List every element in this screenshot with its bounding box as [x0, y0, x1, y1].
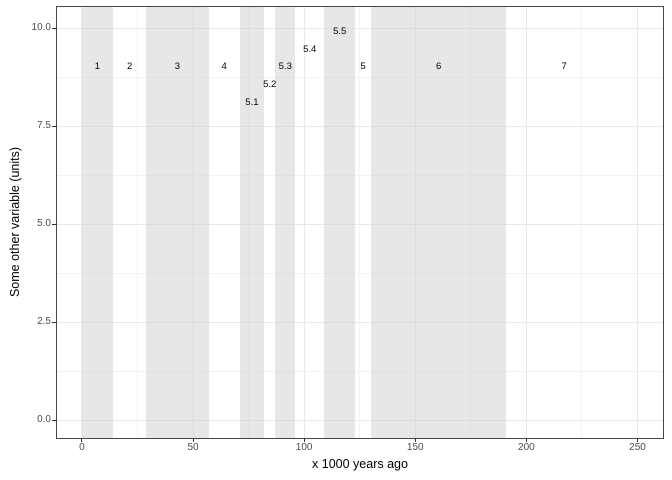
x-tick-label: 150 — [406, 442, 424, 453]
x-tick-mark — [303, 438, 305, 442]
x-major-gridline — [637, 7, 639, 438]
mis-band-6 — [370, 7, 507, 438]
x-major-gridline — [525, 7, 527, 438]
y-minor-gridline — [57, 370, 663, 372]
y-major-gridline — [57, 419, 663, 421]
mis-band-5.1 — [239, 7, 265, 438]
mis-band-5.5 — [324, 7, 356, 438]
y-tick-label: 10.0 — [31, 22, 51, 34]
x-tick-mark — [525, 438, 527, 442]
y-minor-gridline — [57, 76, 663, 78]
mis-band-3 — [146, 7, 209, 438]
x-tick-label: 50 — [187, 442, 199, 453]
y-tick-mark — [52, 27, 56, 29]
x-tick-mark — [637, 438, 639, 442]
stage-label-3: 3 — [174, 61, 181, 73]
y-tick-mark — [52, 321, 56, 323]
x-tick-mark — [81, 438, 83, 442]
y-minor-gridline — [57, 174, 663, 176]
y-axis-title: Some other variable (units) — [8, 146, 22, 298]
stage-label-5.3: 5.3 — [278, 61, 292, 73]
y-tick-label: 7.5 — [37, 120, 51, 132]
stage-label-5.1: 5.1 — [245, 96, 259, 108]
y-tick-label: 5.0 — [37, 218, 51, 230]
x-axis-title: x 1000 years ago — [312, 457, 408, 471]
y-major-gridline — [57, 223, 663, 225]
stage-label-1: 1 — [94, 61, 101, 73]
x-major-gridline — [303, 7, 305, 438]
stage-label-5.4: 5.4 — [303, 43, 317, 55]
x-tick-mark — [192, 438, 194, 442]
x-minor-gridline — [136, 7, 138, 438]
stage-label-5: 5 — [360, 61, 366, 73]
y-tick-label: 0.0 — [37, 414, 51, 425]
y-tick-mark — [52, 223, 56, 225]
stage-label-6: 6 — [435, 61, 442, 73]
y-major-gridline — [57, 125, 663, 127]
stage-bands-layer — [57, 7, 663, 438]
stage-label-5.5: 5.5 — [333, 26, 347, 38]
y-major-gridline — [57, 27, 663, 29]
y-tick-mark — [52, 125, 56, 127]
stage-label-4: 4 — [221, 61, 227, 73]
mis-band-5.3 — [275, 7, 296, 438]
x-tick-label: 250 — [629, 442, 646, 453]
x-tick-label: 100 — [295, 442, 313, 453]
stage-label-7: 7 — [561, 61, 567, 73]
x-tick-label: 200 — [518, 442, 535, 453]
plot-panel: 1 2 3 4 5.1 5.2 5.3 5.4 5.5 5 6 7 — [56, 6, 664, 439]
stage-labels-layer: 1 2 3 4 5.1 5.2 5.3 5.4 5.5 5 6 7 — [57, 7, 663, 438]
y-tick-mark — [52, 419, 56, 421]
x-minor-gridline — [581, 7, 583, 438]
x-minor-gridline — [359, 7, 361, 438]
y-minor-gridline — [57, 272, 663, 274]
stage-label-5.2: 5.2 — [263, 79, 277, 91]
mis-band-1 — [81, 7, 113, 438]
x-tick-label: 0 — [79, 442, 85, 453]
y-tick-label: 2.5 — [37, 316, 51, 328]
stage-label-2: 2 — [127, 61, 133, 73]
x-tick-mark — [414, 438, 416, 442]
y-major-gridline — [57, 321, 663, 323]
